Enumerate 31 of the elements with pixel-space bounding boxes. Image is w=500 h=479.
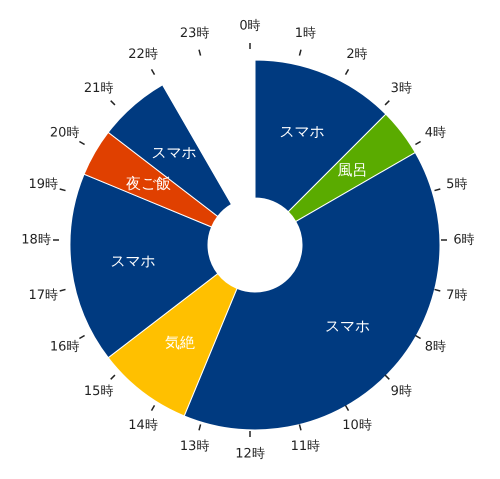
text: 16時 <box>50 340 80 354</box>
text: 12時 <box>235 446 265 462</box>
slice-label: スマホ <box>110 252 156 270</box>
text: 11時 <box>290 439 320 454</box>
text: 13時 <box>180 439 210 454</box>
slice-label: 夜ご飯 <box>126 174 172 193</box>
text: 10時 <box>342 418 372 433</box>
slice-label: スマホ <box>280 122 325 140</box>
text: 8時 <box>424 340 446 354</box>
text: 18時 <box>21 232 51 248</box>
text: 19時 <box>28 177 58 192</box>
slice-label: 風呂 <box>338 161 368 180</box>
text: 20時 <box>50 126 80 140</box>
text: 23時 <box>180 26 210 41</box>
slice-label: スマホ <box>324 317 370 336</box>
text: 22時 <box>128 47 158 62</box>
text: 5時 <box>446 177 468 192</box>
text: 0時 <box>239 18 261 34</box>
text: 6時 <box>453 232 475 248</box>
text: 7時 <box>446 288 468 303</box>
text: 4時 <box>424 126 446 140</box>
text: 9時 <box>390 384 412 399</box>
text: 17時 <box>28 288 58 303</box>
text: 2時 <box>346 47 368 62</box>
text: 21時 <box>84 81 114 96</box>
text: 14時 <box>128 418 158 433</box>
text: 3時 <box>390 81 412 96</box>
slice-label: スマホ <box>151 144 196 162</box>
slice-label: 気絶 <box>165 334 196 352</box>
text: 15時 <box>84 384 114 399</box>
text: 1時 <box>294 26 316 41</box>
